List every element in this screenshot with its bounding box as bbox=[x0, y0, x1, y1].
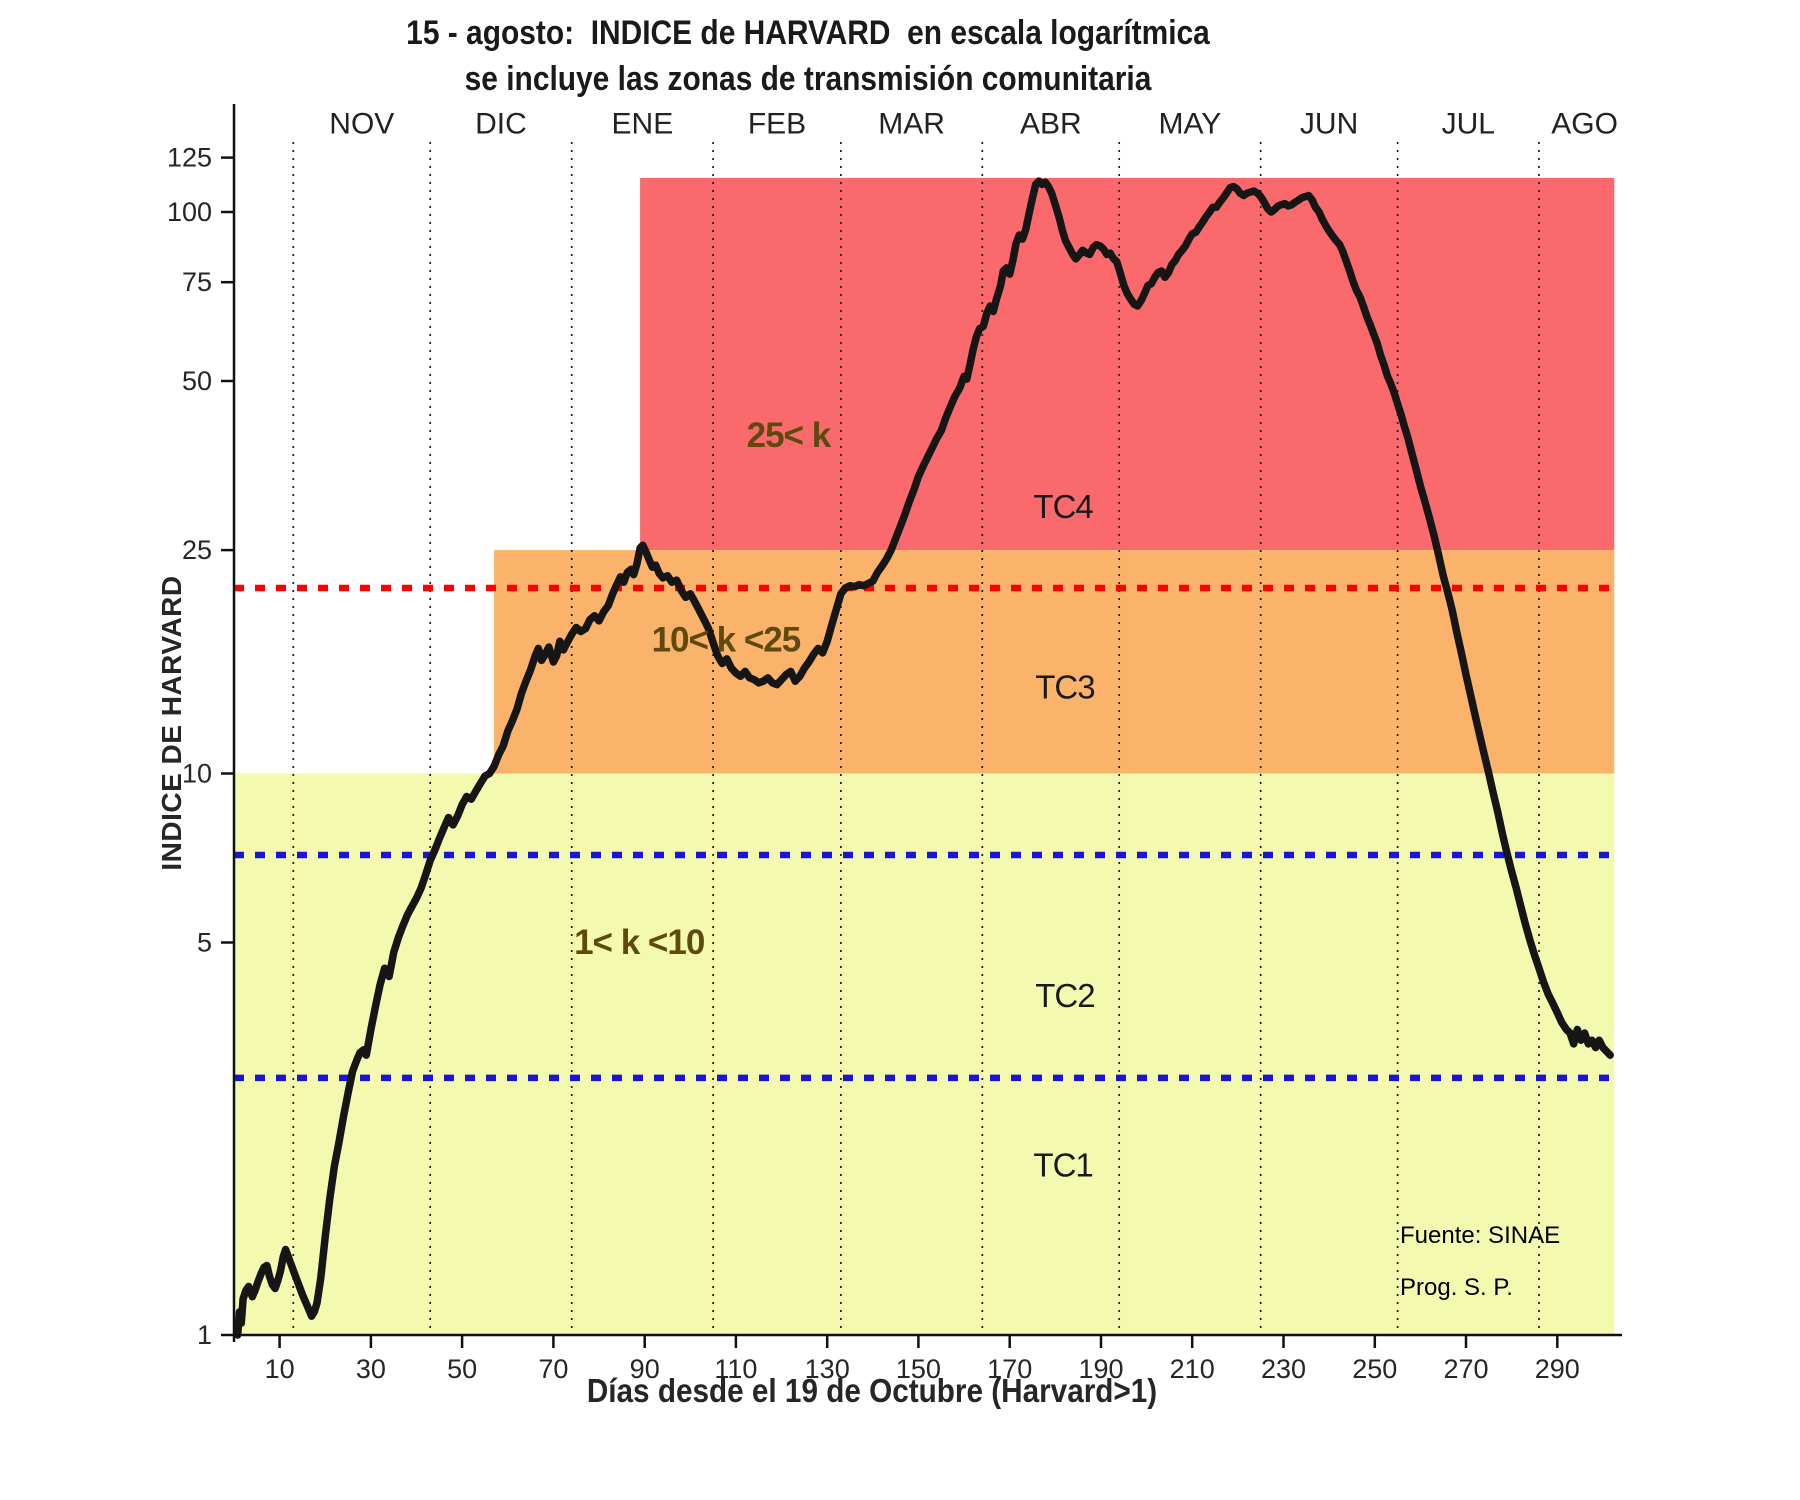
x-tick-label: 210 bbox=[1170, 1354, 1215, 1384]
month-label-dic: DIC bbox=[475, 108, 527, 141]
x-tick-label: 10 bbox=[265, 1354, 295, 1384]
y-axis-title: INDICE DE HARVARD bbox=[156, 575, 187, 871]
chart-subtitle: se incluye las zonas de transmisión comu… bbox=[464, 60, 1152, 98]
annotation-1k10: 1< k <10 bbox=[574, 923, 705, 962]
x-tick-label: 50 bbox=[447, 1354, 477, 1384]
x-tick-label: 130 bbox=[805, 1354, 850, 1384]
month-label-abr: ABR bbox=[1020, 108, 1082, 141]
x-tick-label: 110 bbox=[714, 1354, 757, 1384]
source-label: Fuente: SINAE bbox=[1400, 1222, 1561, 1249]
month-label-ago: AGO bbox=[1551, 108, 1618, 141]
tc4-zone-rect bbox=[640, 177, 1615, 550]
annotation-tc2: TC2 bbox=[1035, 977, 1094, 1014]
x-tick-label: 230 bbox=[1261, 1354, 1306, 1384]
x-tick-label: 270 bbox=[1443, 1354, 1488, 1384]
month-label-mar: MAR bbox=[878, 108, 945, 141]
x-tick-label: 190 bbox=[1078, 1354, 1123, 1384]
month-label-feb: FEB bbox=[748, 108, 806, 141]
x-tick-label: 290 bbox=[1535, 1354, 1580, 1384]
y-tick-label: 1 bbox=[197, 1320, 212, 1350]
program-label: Prog. S. P. bbox=[1400, 1274, 1513, 1301]
x-tick-label: 170 bbox=[987, 1354, 1032, 1384]
month-label-ene: ENE bbox=[612, 108, 674, 141]
y-tick-label: 125 bbox=[167, 143, 212, 173]
month-label-jun: JUN bbox=[1300, 108, 1358, 141]
harvard-index-line bbox=[233, 177, 1614, 1339]
annotation-25k: 25< k bbox=[747, 416, 832, 455]
month-label-jul: JUL bbox=[1442, 108, 1495, 141]
y-tick-label: 100 bbox=[167, 197, 212, 227]
y-tick-label: 10 bbox=[182, 759, 212, 789]
month-label-may: MAY bbox=[1159, 108, 1222, 141]
x-axis-title: Días desde el 19 de Octubre (Harvard>1) bbox=[586, 1372, 1158, 1409]
y-tick-label: 5 bbox=[197, 928, 212, 958]
annotation-tc4: TC4 bbox=[1033, 488, 1093, 525]
chart-title: 15 - agosto: INDICE de HARVARD en escala… bbox=[406, 14, 1210, 52]
x-tick-label: 30 bbox=[356, 1354, 386, 1384]
tc1-tc2-zone-rect bbox=[234, 773, 1615, 1335]
y-tick-label: 25 bbox=[182, 535, 212, 565]
x-tick-label: 150 bbox=[896, 1354, 941, 1384]
y-tick-label: 50 bbox=[182, 366, 212, 396]
annotation-tc3: TC3 bbox=[1035, 669, 1094, 706]
y-tick-label: 75 bbox=[182, 267, 212, 297]
annotation-10k25: 10< k <25 bbox=[652, 620, 801, 659]
annotation-tc1: TC1 bbox=[1033, 1146, 1092, 1183]
x-tick-label: 250 bbox=[1352, 1354, 1397, 1384]
x-tick-label: 70 bbox=[538, 1354, 568, 1384]
x-tick-label: 90 bbox=[630, 1354, 660, 1384]
month-label-nov: NOV bbox=[329, 108, 394, 141]
